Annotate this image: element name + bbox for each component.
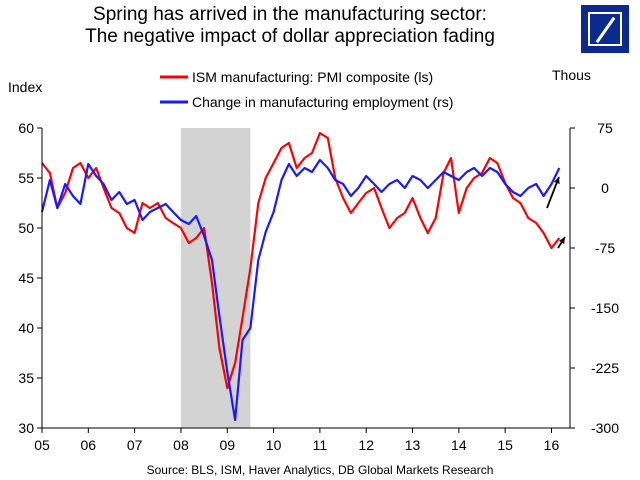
- y-left-tick-label: 40: [18, 320, 34, 336]
- y-right-tick-label: -300: [591, 420, 619, 436]
- y-right-tick-label: -150: [591, 300, 619, 316]
- y-left-tick-label: 50: [18, 220, 34, 236]
- y-left-tick-label: 60: [18, 120, 34, 136]
- y-right-tick-label: 0: [601, 180, 609, 196]
- y-left-tick-label: 55: [18, 170, 34, 186]
- source-note: Source: BLS, ISM, Haver Analytics, DB Gl…: [147, 463, 494, 477]
- x-tick-label: 05: [34, 437, 50, 453]
- x-tick-label: 14: [451, 437, 467, 453]
- y-left-tick-label: 45: [18, 270, 34, 286]
- y-right-tick-label: 75: [597, 120, 613, 136]
- x-tick-label: 06: [81, 437, 97, 453]
- x-tick-label: 16: [544, 437, 560, 453]
- chart-subtitle: The negative impact of dollar appreciati…: [85, 26, 495, 47]
- x-tick-label: 10: [266, 437, 282, 453]
- recession-shading: [180, 128, 251, 428]
- series-line-employment-change: [40, 158, 561, 422]
- series-line-ism-pmi: [41, 131, 561, 390]
- y-left-label: Index: [8, 79, 42, 95]
- x-tick-label: 09: [219, 437, 235, 453]
- x-tick-label: 08: [173, 437, 189, 453]
- x-tick-label: 12: [358, 437, 374, 453]
- y-right-tick-label: -75: [595, 240, 615, 256]
- x-tick-label: 11: [313, 437, 328, 453]
- legend-label-employment: Change in manufacturing employment (rs): [192, 94, 453, 110]
- y-right-label: Thous: [552, 67, 591, 83]
- y-left-tick-label: 35: [18, 370, 34, 386]
- legend-label-ism: ISM manufacturing: PMI composite (ls): [192, 69, 433, 85]
- x-tick-label: 07: [127, 437, 143, 453]
- x-tick-label: 13: [405, 437, 421, 453]
- y-left-tick-label: 30: [18, 420, 34, 436]
- x-tick-label: 15: [497, 437, 513, 453]
- deutsche-bank-logo: [581, 5, 629, 53]
- arrow-employment-up-head: [553, 177, 560, 184]
- y-right-tick-label: -225: [591, 360, 619, 376]
- chart-title: Spring has arrived in the manufacturing …: [93, 4, 487, 25]
- arrow-ism-up-head: [559, 237, 565, 244]
